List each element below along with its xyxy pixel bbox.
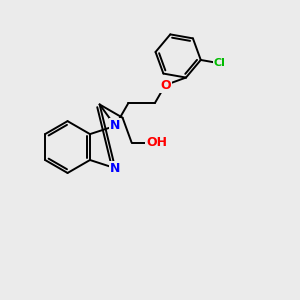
Text: N: N	[110, 162, 120, 175]
Text: N: N	[110, 119, 120, 132]
Text: Cl: Cl	[214, 58, 226, 68]
Text: O: O	[160, 79, 171, 92]
Text: OH: OH	[146, 136, 167, 149]
